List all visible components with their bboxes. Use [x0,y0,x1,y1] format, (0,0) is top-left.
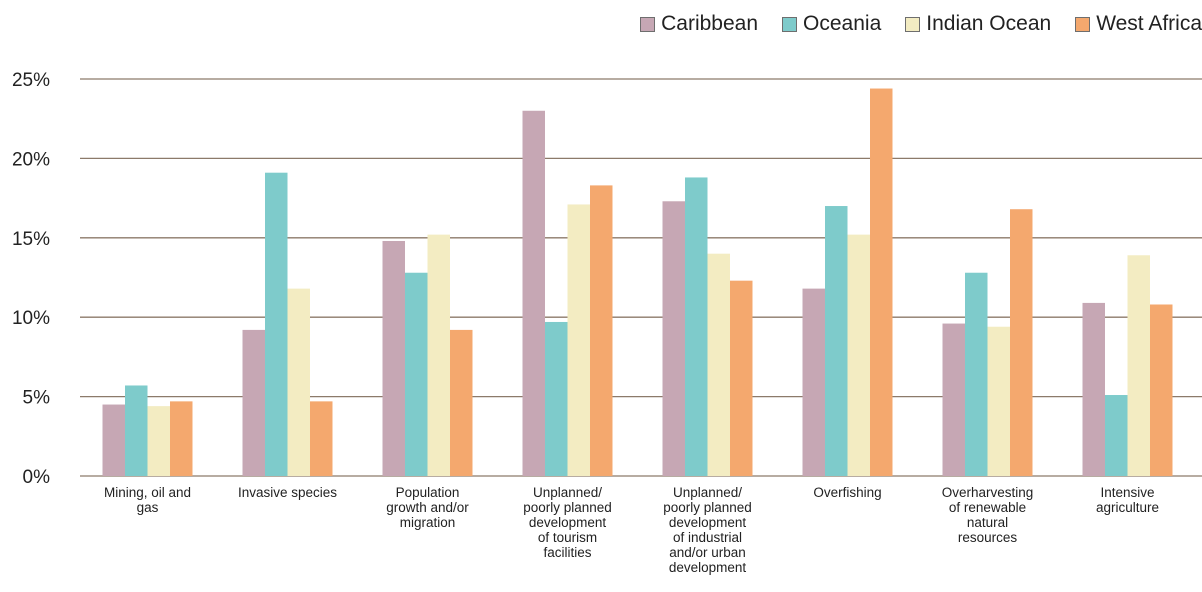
bar-west-africa [870,88,893,476]
bar-indian-ocean [427,234,450,476]
bar-oceania [405,272,428,476]
bar-west-africa [310,401,333,476]
x-tick-label: Invasive species [238,485,337,500]
y-tick-label: 10% [12,308,50,329]
bar-west-africa [1010,209,1033,476]
x-tick-label: Intensive agriculture [1096,485,1159,515]
legend-swatch-oceania [782,16,798,32]
bar-caribbean [802,288,825,476]
legend-item-oceania: Oceania [782,12,881,36]
bar-west-africa [730,280,753,476]
legend-swatch-indian-ocean [905,16,921,32]
bar-west-africa [1150,304,1173,476]
x-tick-label: Unplanned/poorly planned development of to… [523,485,612,560]
legend-label-indian-ocean: Indian Ocean [926,12,1052,35]
bar-indian-ocean [147,406,170,476]
bar-caribbean [102,404,125,476]
bar-oceania [545,321,568,476]
x-tick-label: Overharvesting of renewable natural resourc… [942,485,1034,545]
legend-item-west-africa: West Africa [1075,12,1202,36]
legend-item-caribbean: Caribbean [640,12,758,36]
bar-west-africa [590,185,613,476]
bar-oceania [125,385,148,476]
bar-indian-ocean [707,253,730,476]
bar-caribbean [942,323,965,476]
legend-label-oceania: Oceania [803,12,882,35]
bar-caribbean [1082,302,1105,476]
legend-item-indian-ocean: Indian Ocean [905,12,1051,36]
bar-caribbean [522,110,545,476]
x-tick-label: Unplanned/poorly planned development of in… [663,485,752,575]
y-tick-label: 5% [23,388,51,409]
legend-swatch-west-africa [1075,16,1091,32]
bar-west-africa [170,401,193,476]
x-tick-label: Overfishing [813,485,881,500]
bar-indian-ocean [1127,255,1150,476]
legend-label-caribbean: Caribbean [661,12,759,35]
bar-indian-ocean [287,288,310,476]
bar-caribbean [662,201,685,476]
bar-caribbean [242,329,265,476]
bar-caribbean [382,240,405,476]
bar-indian-ocean [987,326,1010,476]
legend-label-west-africa: West Africa [1096,12,1202,35]
legend-swatch-caribbean [640,16,656,32]
bar-oceania [965,272,988,476]
bar-oceania [1105,395,1128,476]
chart-legend: Caribbean Oceania Indian Ocean West Afri… [616,12,1202,36]
bar-indian-ocean [847,234,870,476]
bar-oceania [265,172,288,476]
y-tick-label: 0% [23,467,51,488]
bar-west-africa [450,329,473,476]
x-tick-label: Mining, oil and gas [104,485,191,515]
bar-oceania [825,206,848,477]
x-tick-label: Population growth and/or migration [386,485,469,530]
bar-indian-ocean [567,204,590,476]
y-tick-label: 20% [12,149,50,170]
y-tick-label: 15% [12,229,50,250]
y-tick-label: 25% [12,70,50,91]
bar-oceania [685,177,708,476]
